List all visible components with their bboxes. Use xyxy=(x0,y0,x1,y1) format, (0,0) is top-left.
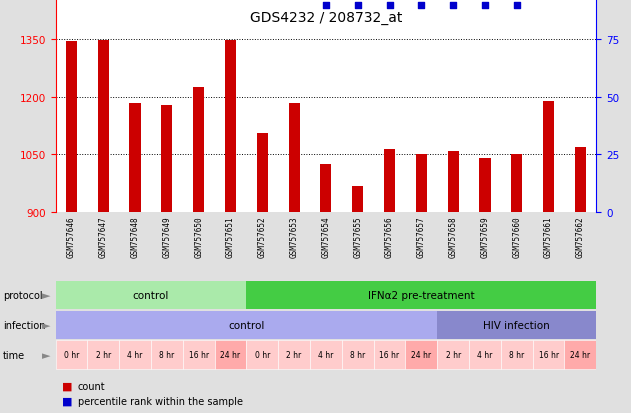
Text: GSM757653: GSM757653 xyxy=(290,216,298,257)
Bar xyxy=(321,164,331,212)
Text: GSM757651: GSM757651 xyxy=(226,216,235,257)
Bar xyxy=(501,340,533,369)
Text: 8 hr: 8 hr xyxy=(159,350,175,359)
Text: GSM757652: GSM757652 xyxy=(258,216,267,257)
Bar xyxy=(469,340,501,369)
Bar xyxy=(342,340,374,369)
Bar xyxy=(543,102,554,212)
Bar xyxy=(352,186,363,212)
Text: protocol: protocol xyxy=(3,290,43,300)
Text: GDS4232 / 208732_at: GDS4232 / 208732_at xyxy=(250,11,402,25)
Bar xyxy=(87,340,119,369)
Text: 24 hr: 24 hr xyxy=(411,350,432,359)
Text: GSM757655: GSM757655 xyxy=(353,216,362,257)
Text: IFNα2 pre-treatment: IFNα2 pre-treatment xyxy=(368,290,475,300)
Text: 4 hr: 4 hr xyxy=(477,350,493,359)
Text: 24 hr: 24 hr xyxy=(220,350,240,359)
Point xyxy=(480,2,490,9)
Bar xyxy=(416,154,427,212)
Bar xyxy=(246,340,278,369)
Text: 4 hr: 4 hr xyxy=(318,350,334,359)
Text: 0 hr: 0 hr xyxy=(254,350,270,359)
Text: GSM757647: GSM757647 xyxy=(98,216,108,257)
Text: 16 hr: 16 hr xyxy=(189,350,209,359)
Text: GSM757654: GSM757654 xyxy=(321,216,331,257)
Text: control: control xyxy=(133,290,169,300)
Bar xyxy=(246,281,596,310)
Bar xyxy=(193,88,204,212)
Bar xyxy=(374,340,406,369)
Text: ►: ► xyxy=(42,320,50,330)
Bar xyxy=(215,340,246,369)
Point xyxy=(448,2,458,9)
Bar xyxy=(183,340,215,369)
Point xyxy=(416,2,427,9)
Bar xyxy=(575,147,586,212)
Text: ►: ► xyxy=(42,350,50,360)
Bar xyxy=(384,149,395,212)
Bar xyxy=(406,340,437,369)
Point xyxy=(384,2,394,9)
Bar xyxy=(162,106,172,212)
Bar xyxy=(151,340,183,369)
Bar xyxy=(533,340,565,369)
Bar xyxy=(98,41,109,212)
Text: GSM757656: GSM757656 xyxy=(385,216,394,257)
Bar xyxy=(56,281,246,310)
Text: GSM757648: GSM757648 xyxy=(131,216,139,257)
Bar xyxy=(511,154,522,212)
Text: GSM757650: GSM757650 xyxy=(194,216,203,257)
Point xyxy=(353,2,363,9)
Text: 16 hr: 16 hr xyxy=(538,350,558,359)
Bar xyxy=(565,340,596,369)
Text: ►: ► xyxy=(42,290,50,300)
Text: infection: infection xyxy=(3,320,45,330)
Bar xyxy=(437,311,596,339)
Bar xyxy=(66,42,77,212)
Bar xyxy=(310,340,342,369)
Text: 24 hr: 24 hr xyxy=(570,350,591,359)
Point xyxy=(512,2,522,9)
Bar xyxy=(225,41,236,212)
Bar xyxy=(56,311,437,339)
Text: 2 hr: 2 hr xyxy=(445,350,461,359)
Text: HIV infection: HIV infection xyxy=(483,320,550,330)
Text: 2 hr: 2 hr xyxy=(96,350,111,359)
Text: GSM757657: GSM757657 xyxy=(417,216,426,257)
Bar xyxy=(257,134,268,212)
Bar xyxy=(437,340,469,369)
Bar xyxy=(129,103,141,212)
Text: GSM757658: GSM757658 xyxy=(449,216,457,257)
Bar xyxy=(56,340,87,369)
Bar xyxy=(288,103,300,212)
Text: time: time xyxy=(3,350,25,360)
Bar xyxy=(447,152,459,212)
Text: control: control xyxy=(228,320,264,330)
Text: GSM757660: GSM757660 xyxy=(512,216,521,257)
Bar xyxy=(278,340,310,369)
Text: count: count xyxy=(78,381,105,391)
Text: GSM757662: GSM757662 xyxy=(576,216,585,257)
Text: 8 hr: 8 hr xyxy=(350,350,365,359)
Text: GSM757649: GSM757649 xyxy=(162,216,172,257)
Bar xyxy=(119,340,151,369)
Point xyxy=(321,2,331,9)
Text: GSM757646: GSM757646 xyxy=(67,216,76,257)
Text: 2 hr: 2 hr xyxy=(286,350,302,359)
Bar xyxy=(480,159,490,212)
Text: ■: ■ xyxy=(62,381,73,391)
Text: 16 hr: 16 hr xyxy=(379,350,399,359)
Text: ■: ■ xyxy=(62,396,73,406)
Text: 4 hr: 4 hr xyxy=(127,350,143,359)
Text: 0 hr: 0 hr xyxy=(64,350,79,359)
Text: GSM757659: GSM757659 xyxy=(480,216,490,257)
Text: 8 hr: 8 hr xyxy=(509,350,524,359)
Text: percentile rank within the sample: percentile rank within the sample xyxy=(78,396,242,406)
Text: GSM757661: GSM757661 xyxy=(544,216,553,257)
